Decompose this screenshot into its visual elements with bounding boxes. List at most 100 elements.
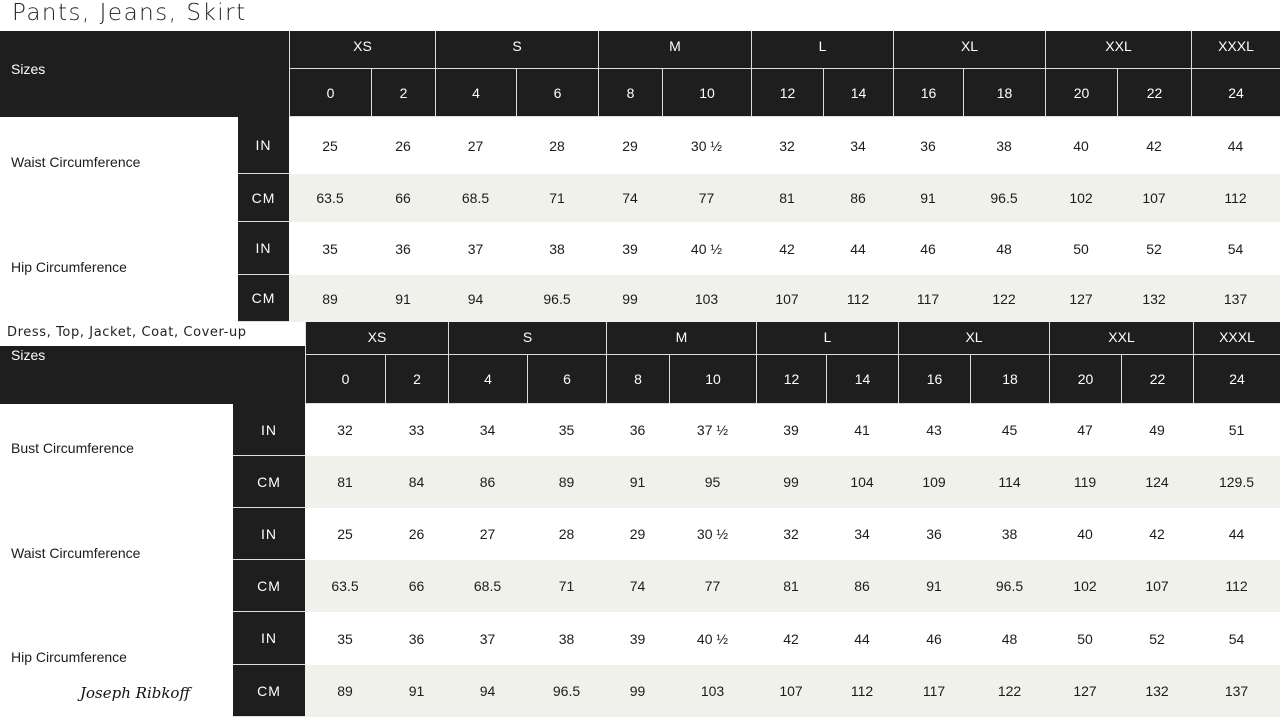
measurement-value: 94 [479, 683, 496, 699]
size-number-header: 16 [893, 69, 963, 117]
measurement-value: 45 [1001, 422, 1018, 438]
measurement-value: 46 [926, 630, 942, 647]
row-stripe [305, 456, 1280, 508]
size-group-header: XS [289, 31, 435, 69]
size-number-header: 22 [1121, 355, 1193, 404]
size-number-header: 4 [448, 355, 527, 404]
measurement-value: 81 [779, 190, 795, 206]
sizes-label: Sizes [11, 61, 46, 77]
measurement-value: 107 [1145, 578, 1169, 594]
size-number-header: 14 [823, 69, 893, 117]
measurement-value: 30 ½ [696, 526, 729, 542]
measurement-value: 68.5 [473, 578, 502, 594]
size-number-header: 14 [826, 355, 898, 404]
measurement-value: 96.5 [543, 290, 571, 307]
measurement-value: 86 [479, 474, 496, 490]
measurement-value: 103 [694, 290, 719, 307]
measurement-value: 107 [1142, 190, 1166, 206]
dress-table-title: Dress, Top, Jacket, Coat, Cover-up [0, 322, 254, 346]
measurement-value: 38 [549, 240, 565, 257]
measurement-value: 107 [775, 290, 799, 307]
measurement-value: 127 [1073, 683, 1097, 699]
size-group-header: XXL [1049, 322, 1193, 355]
measurement-value: 132 [1145, 683, 1169, 699]
measurement-value: 44 [1227, 137, 1244, 154]
measurement-value: 32 [783, 526, 799, 542]
measurement-value: 107 [779, 683, 803, 699]
unit-label: IN [233, 508, 305, 560]
measurement-value: 91 [926, 578, 942, 594]
pants-table-title: Pants, Jeans, Skirt [12, 0, 247, 26]
size-number-header: 4 [435, 69, 516, 117]
measurement-value: 44 [1228, 526, 1245, 542]
row-stripe [305, 560, 1280, 612]
measurement-value: 36 [408, 630, 425, 647]
measurement-value: 32 [779, 137, 795, 154]
row-stripe [289, 174, 1280, 222]
measurement-value: 42 [1149, 526, 1165, 542]
measurement-value: 96.5 [552, 683, 581, 699]
measurement-value: 109 [922, 474, 946, 490]
measurement-value: 25 [337, 526, 353, 542]
measurement-value: 27 [467, 137, 484, 154]
measurement-value: 25 [322, 137, 338, 154]
measurement-value: 50 [1073, 240, 1089, 257]
measurement-value: 34 [479, 422, 496, 438]
size-number-header: 12 [756, 355, 826, 404]
measurement-value: 89 [558, 474, 575, 490]
measurement-value: 29 [622, 137, 638, 154]
row-stripe [289, 275, 1280, 322]
measurement-value: 37 [479, 630, 496, 647]
measurement-value: 48 [996, 240, 1012, 257]
size-number-header: 2 [385, 355, 448, 404]
measurement-value: 96.5 [995, 578, 1024, 594]
size-group-header: XXL [1045, 31, 1191, 69]
measurement-value: 112 [1224, 190, 1247, 206]
measurement-value: 32 [337, 422, 353, 438]
unit-label: CM [233, 665, 305, 717]
measurement-value: 74 [622, 190, 638, 206]
measurement-value: 127 [1069, 290, 1093, 307]
measurement-value: 86 [854, 578, 870, 594]
size-number-header: 10 [662, 69, 751, 117]
measurement-value: 54 [1228, 630, 1245, 647]
size-number-header: 20 [1049, 355, 1121, 404]
measurement-value: 63.5 [331, 578, 359, 594]
measurement-value: 63.5 [316, 190, 344, 206]
measurement-value: 44 [850, 240, 866, 257]
measure-label: Hip Circumference [11, 649, 127, 665]
measurement-value: 42 [1146, 137, 1162, 154]
measurement-value: 35 [337, 630, 353, 647]
measurement-value: 39 [783, 422, 799, 438]
unit-label: CM [233, 456, 305, 508]
measurement-value: 122 [992, 290, 1016, 307]
measurement-value: 112 [850, 683, 874, 699]
size-number-header: 10 [669, 355, 756, 404]
measurement-value: 124 [1145, 474, 1169, 490]
measurement-value: 91 [920, 190, 936, 206]
row-stripe [305, 665, 1280, 717]
size-number-header: 24 [1191, 69, 1280, 117]
measurement-value: 132 [1142, 290, 1166, 307]
size-number-header: 6 [516, 69, 598, 117]
measurement-value: 119 [1073, 474, 1097, 490]
sizes-label: Sizes [11, 347, 46, 363]
sizes-header-cell [0, 346, 305, 404]
size-group-header: M [606, 322, 756, 355]
measurement-value: 54 [1227, 240, 1244, 257]
measurement-value: 42 [779, 240, 795, 257]
size-number-header: 24 [1193, 355, 1280, 404]
measurement-value: 29 [629, 526, 646, 542]
size-group-header: S [435, 31, 598, 69]
measurement-value: 27 [479, 526, 496, 542]
size-number-header: 8 [606, 355, 669, 404]
measurement-value: 44 [854, 630, 870, 647]
size-group-header: M [598, 31, 751, 69]
measurement-value: 117 [922, 683, 946, 699]
unit-label: CM [238, 174, 289, 222]
size-number-header: 2 [371, 69, 435, 117]
measurement-value: 38 [996, 137, 1012, 154]
measurement-value: 95 [704, 474, 721, 490]
measurement-value: 84 [408, 474, 425, 490]
measure-label: Hip Circumference [11, 259, 127, 275]
